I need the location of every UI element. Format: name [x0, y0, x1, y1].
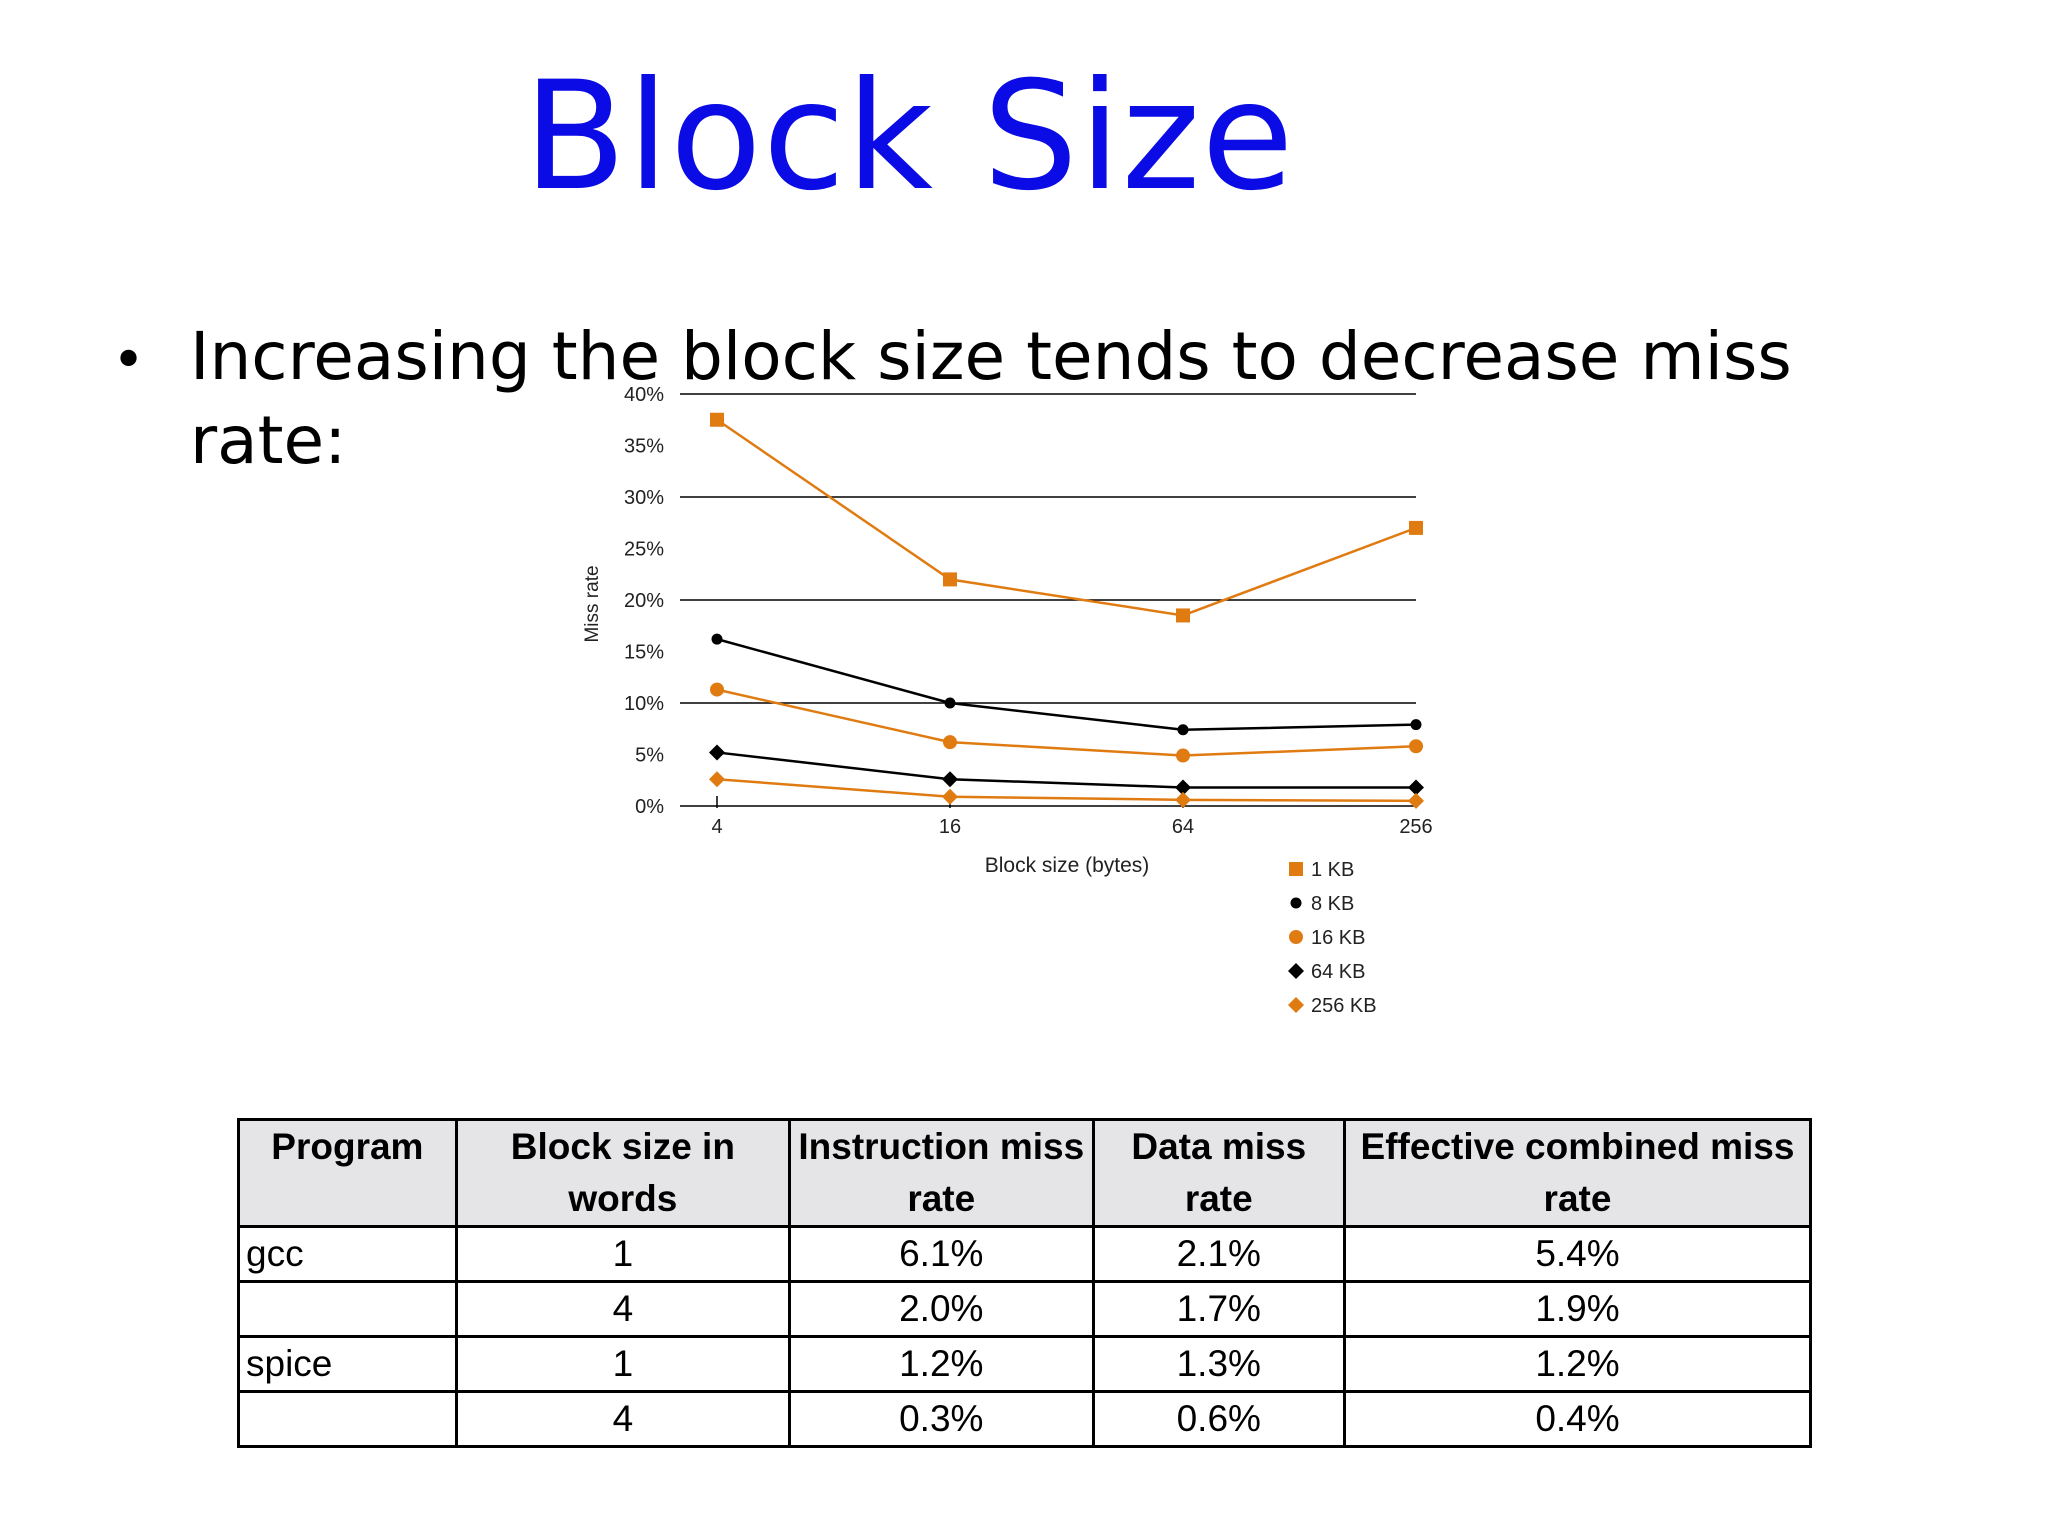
y-tick-label: 20%	[624, 590, 664, 612]
legend-label-8-kb: 8 KB	[1311, 893, 1354, 915]
cell-combined-miss-rate: 0.4%	[1342, 1390, 1813, 1448]
table-row: gcc 1 6.1% 2.1% 5.4%	[237, 1225, 1813, 1283]
header-program: Program	[237, 1118, 458, 1228]
data-point-256-kb	[1175, 791, 1191, 808]
data-point-1-kb	[1176, 608, 1190, 623]
cell-instruction-miss-rate: 1.2%	[787, 1335, 1095, 1393]
miss-rate-line-chart: 0% 5% 10% 15% 20% 25% 30% 35% 40% 4 16 64 256 Block s…	[582, 384, 1433, 1017]
cell-data-miss-rate: 2.1%	[1091, 1225, 1346, 1283]
table-row: 4 2.0% 1.7% 1.9%	[237, 1280, 1813, 1338]
header-block-size: Block size in words	[454, 1118, 791, 1228]
data-point-16-kb	[943, 735, 957, 750]
y-tick-label: 5%	[635, 745, 664, 767]
cell-block-size: 4	[454, 1280, 791, 1338]
slide-title: Block Size	[523, 50, 1295, 224]
table-header-row: Program Block size in words Instruction …	[237, 1118, 1813, 1228]
legend-label-64-kb: 64 KB	[1311, 961, 1365, 983]
data-point-64-kb	[709, 744, 725, 761]
series-line-64-kb	[716, 751, 1416, 789]
cell-block-size: 4	[454, 1390, 791, 1448]
x-tick-label: 64	[1172, 816, 1194, 838]
x-tick-label: 4	[711, 816, 722, 838]
miss-rate-table: Program Block size in words Instruction …	[237, 1118, 1813, 1448]
y-tick-label: 0%	[635, 796, 664, 818]
header-data-miss-rate: Data miss rate	[1091, 1118, 1346, 1228]
series-line-1-kb	[716, 418, 1417, 617]
y-tick-label: 25%	[624, 539, 664, 561]
x-tick-label: 256	[1399, 816, 1432, 838]
series-line-16-kb	[716, 688, 1417, 757]
cell-combined-miss-rate: 5.4%	[1342, 1225, 1813, 1283]
data-point-1-kb	[1409, 520, 1423, 535]
legend-label-16-kb: 16 KB	[1311, 927, 1365, 949]
y-tick-label: 10%	[624, 693, 664, 715]
data-point-16-kb	[1176, 748, 1190, 763]
cell-data-miss-rate: 1.7%	[1091, 1280, 1346, 1338]
cell-program	[237, 1390, 458, 1448]
cell-program	[237, 1280, 458, 1338]
cell-instruction-miss-rate: 2.0%	[787, 1280, 1095, 1338]
cell-block-size: 1	[454, 1335, 791, 1393]
legend-label-1-kb: 1 KB	[1311, 859, 1354, 881]
cell-instruction-miss-rate: 0.3%	[787, 1390, 1095, 1448]
legend-label-256-kb: 256 KB	[1311, 995, 1377, 1017]
y-tick-label: 15%	[624, 642, 664, 664]
data-point-8-kb	[944, 697, 956, 709]
table-row: spice 1 1.2% 1.3% 1.2%	[237, 1335, 1813, 1393]
cell-program: spice	[237, 1335, 458, 1393]
legend-marker-8-kb	[1290, 897, 1302, 909]
bullet-marker: •	[112, 328, 146, 393]
data-point-1-kb	[710, 412, 724, 427]
data-point-16-kb	[710, 682, 724, 697]
legend-marker-256-kb	[1288, 997, 1304, 1013]
cell-block-size: 1	[454, 1225, 791, 1283]
y-tick-label: 35%	[624, 436, 664, 458]
cell-combined-miss-rate: 1.9%	[1342, 1280, 1813, 1338]
data-point-256-kb	[1408, 792, 1424, 809]
x-axis-title: Block size (bytes)	[985, 854, 1150, 877]
data-point-64-kb	[942, 771, 958, 788]
data-point-256-kb	[709, 771, 725, 788]
y-tick-label: 30%	[624, 487, 664, 509]
x-tick-label: 16	[939, 816, 961, 838]
cell-combined-miss-rate: 1.2%	[1342, 1335, 1813, 1393]
data-point-8-kb	[1410, 719, 1422, 731]
table-row: 4 0.3% 0.6% 0.4%	[237, 1390, 1813, 1448]
data-point-8-kb	[711, 633, 723, 645]
data-point-64-kb	[1408, 779, 1424, 796]
legend-marker-16-kb	[1289, 930, 1303, 944]
y-tick-label: 40%	[624, 384, 664, 406]
header-combined-miss-rate: Effective combined miss rate	[1342, 1118, 1813, 1228]
cell-data-miss-rate: 0.6%	[1091, 1390, 1346, 1448]
data-point-1-kb	[943, 572, 957, 587]
data-point-16-kb	[1409, 739, 1423, 754]
legend-marker-1-kb	[1289, 862, 1303, 876]
bullet-text-line-2: rate:	[190, 402, 347, 479]
data-point-64-kb	[1175, 779, 1191, 796]
data-point-8-kb	[1177, 724, 1189, 736]
data-point-256-kb	[942, 788, 958, 805]
cell-program: gcc	[237, 1225, 458, 1283]
header-instruction-miss-rate: Instruction miss rate	[787, 1118, 1095, 1228]
series-line-8-kb	[716, 637, 1417, 732]
bullet-text-line-1: Increasing the block size tends to decre…	[190, 318, 1792, 395]
y-axis-title: Miss rate	[582, 565, 603, 642]
legend-marker-64-kb	[1288, 963, 1304, 979]
cell-instruction-miss-rate: 6.1%	[787, 1225, 1095, 1283]
cell-data-miss-rate: 1.3%	[1091, 1335, 1346, 1393]
series-line-256-kb	[716, 777, 1417, 803]
